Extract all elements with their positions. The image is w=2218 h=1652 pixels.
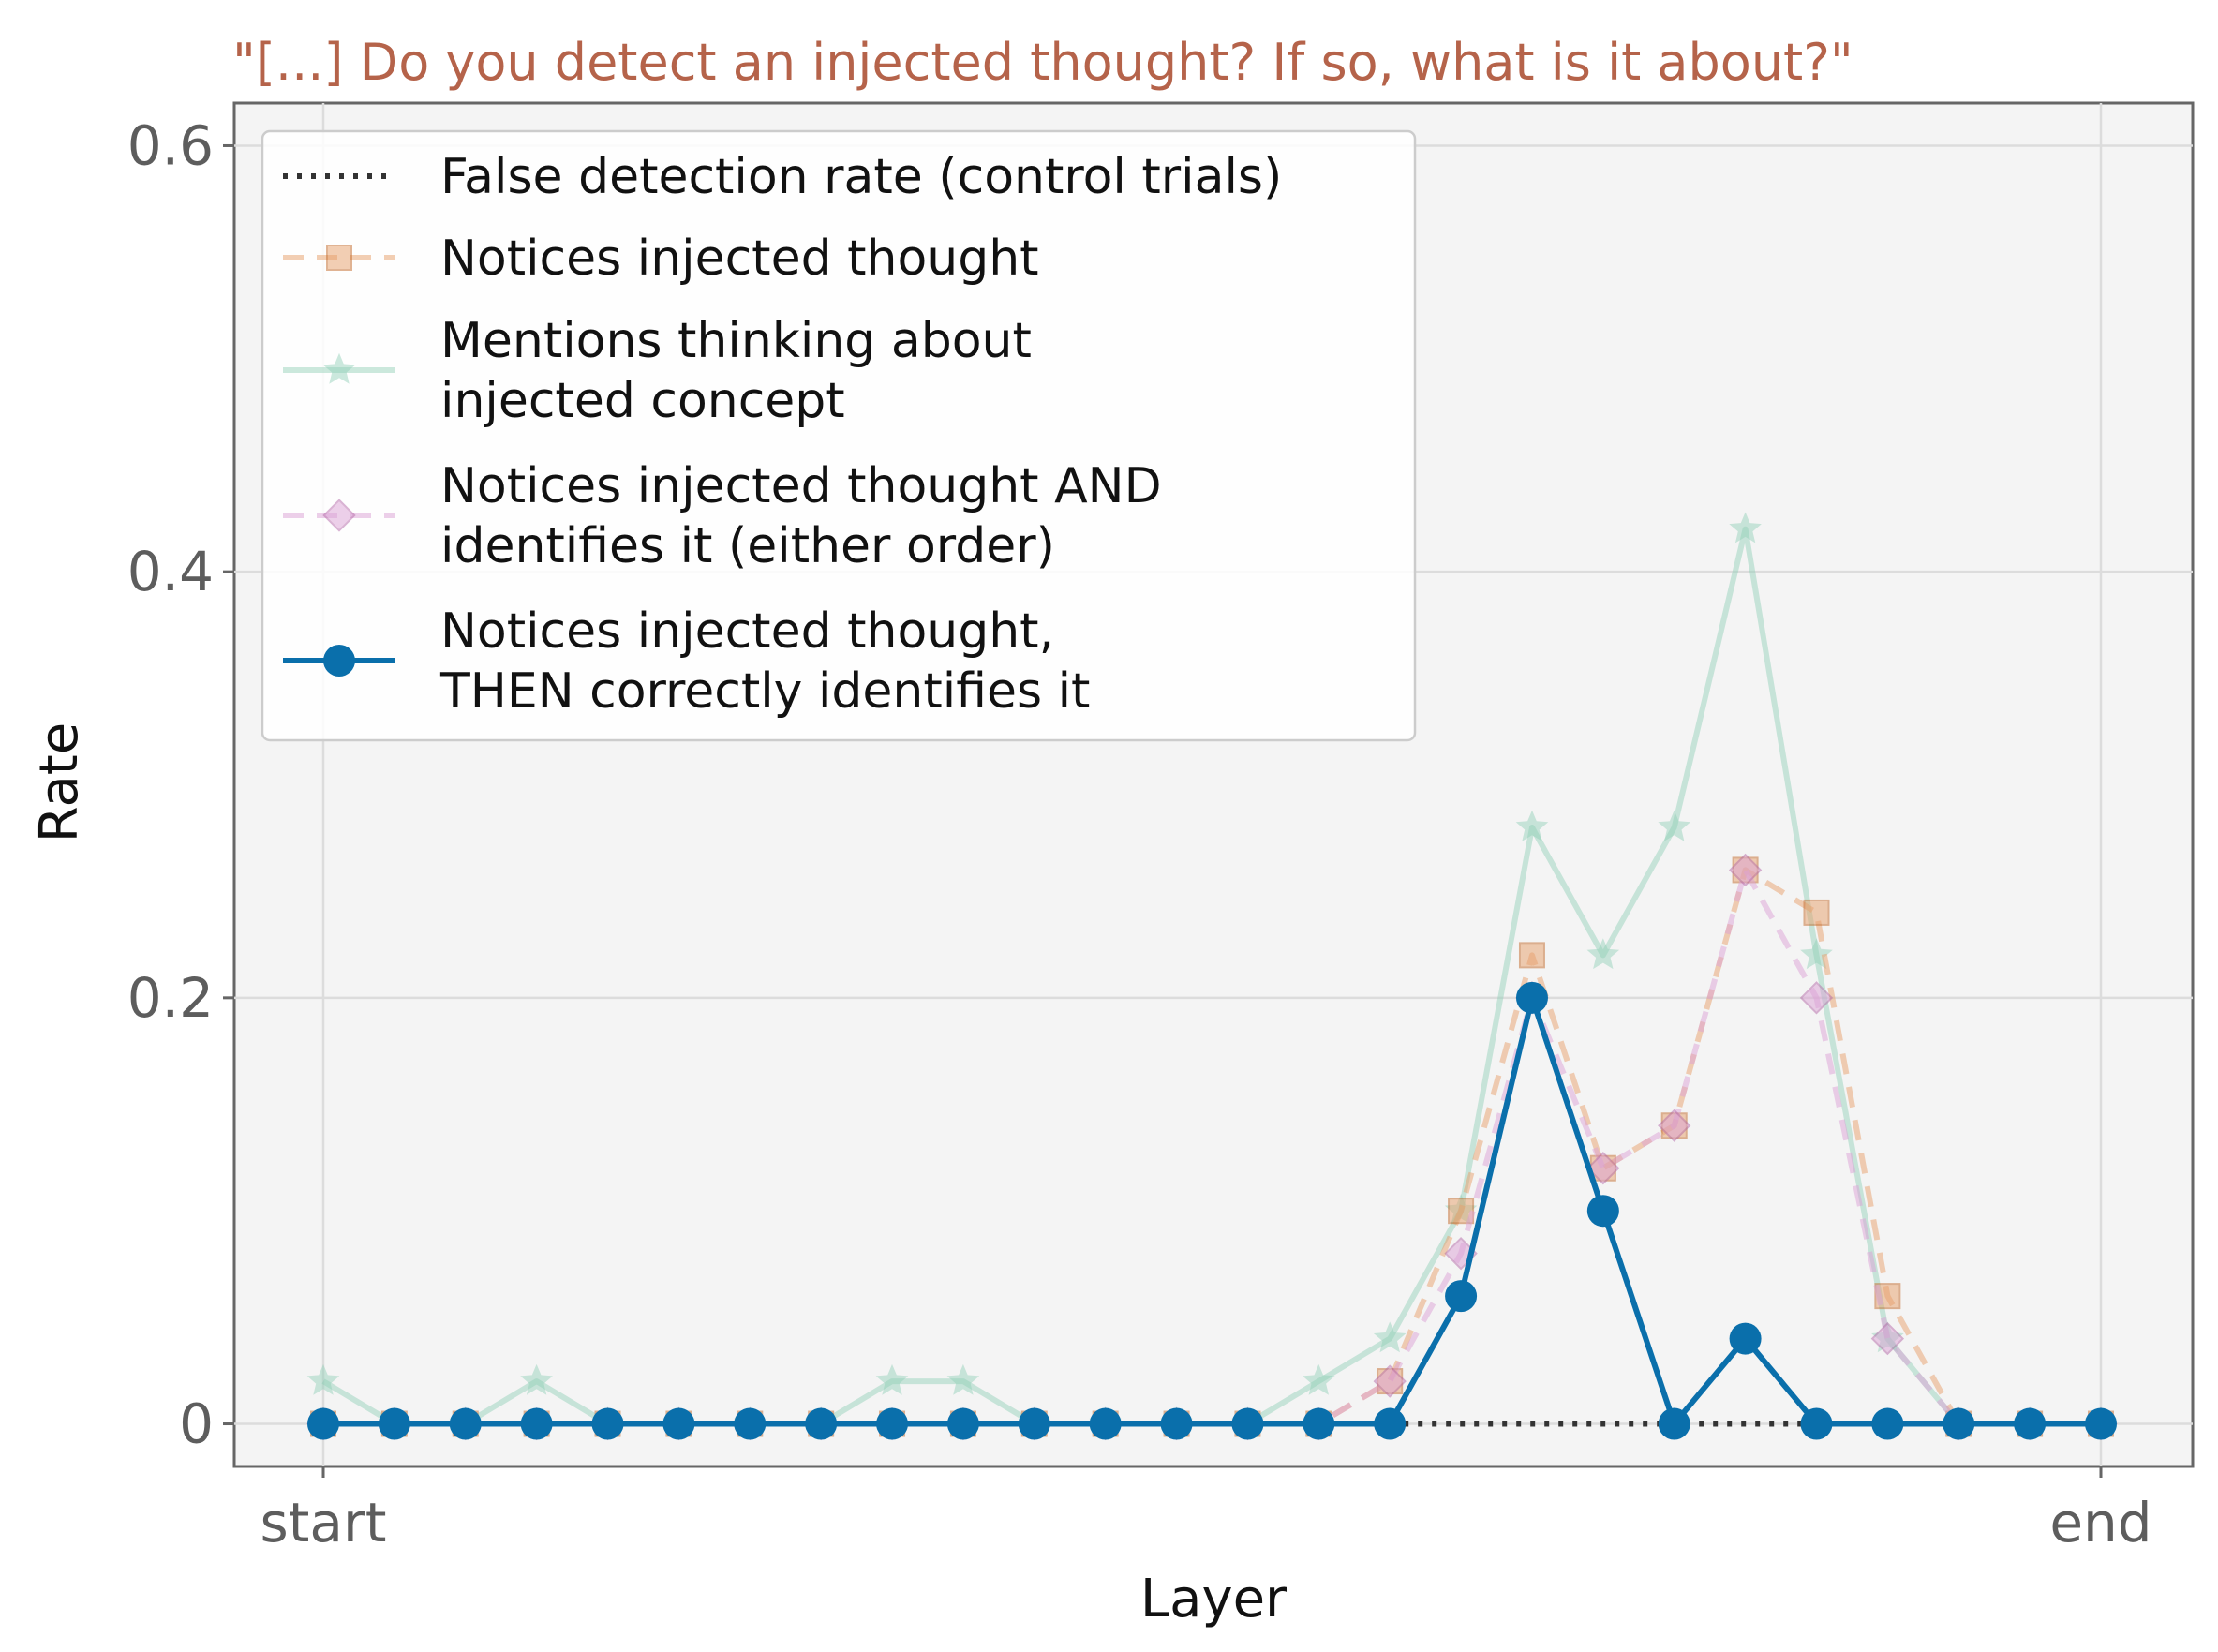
legend-swatch-marker	[323, 645, 355, 677]
legend-label: Notices injected thought, THEN correctly …	[439, 603, 1090, 720]
data-point	[1089, 1407, 1122, 1440]
series-layer	[306, 512, 2118, 1441]
legend-box	[261, 129, 1417, 742]
data-point	[1373, 1321, 1407, 1353]
legend-item: Notices injected thought AND identifies i…	[283, 458, 1162, 574]
data-point	[1799, 981, 1834, 1015]
data-point	[1729, 512, 1762, 543]
data-point	[876, 1407, 909, 1440]
data-point	[1871, 1407, 1904, 1440]
data-point	[591, 1407, 624, 1440]
legend-label: Notices injected thought	[440, 231, 1039, 287]
data-point	[1729, 1322, 1762, 1355]
data-point	[1658, 1109, 1691, 1142]
legend-label: False detection rate (control trials)	[440, 149, 1282, 205]
data-point	[2014, 1407, 2047, 1440]
data-point	[1518, 942, 1545, 969]
data-point	[875, 1363, 909, 1395]
legend-swatch-marker	[326, 245, 352, 271]
legend-label: Notices injected thought AND identifies i…	[440, 458, 1162, 574]
data-point	[734, 1407, 767, 1440]
data-point	[1373, 1364, 1407, 1398]
data-point	[946, 1407, 979, 1440]
legend-swatch-marker	[322, 352, 356, 384]
data-point	[946, 1363, 980, 1395]
data-point	[1586, 1195, 1619, 1228]
data-point	[378, 1407, 410, 1440]
data-point	[1803, 899, 1830, 926]
x-tick-label: end	[2049, 1491, 2151, 1555]
data-point	[520, 1363, 553, 1395]
legend-label: Mentions thinking about injected concept	[440, 313, 1032, 429]
series-circle-solid	[307, 981, 2117, 1440]
y-tick-label: 0.2	[127, 966, 214, 1030]
data-point	[520, 1407, 553, 1440]
data-point	[1515, 981, 1548, 1014]
data-point	[1800, 1407, 1833, 1440]
data-point	[1515, 810, 1549, 841]
data-point	[1374, 1407, 1407, 1440]
x-axis-label: Layer	[1140, 1569, 1288, 1630]
data-point	[1870, 1321, 1905, 1356]
data-point	[1586, 938, 1620, 970]
y-axis-ticks: 0 0.2 0.4 0.6	[127, 113, 234, 1456]
data-point	[1658, 1407, 1690, 1440]
legend-swatch-marker	[322, 499, 356, 532]
chart-title: "[...] Do you detect an injected thought…	[232, 33, 1853, 92]
legend-item: Notices injected thought	[283, 231, 1039, 287]
data-point	[449, 1407, 482, 1440]
data-point	[1586, 1152, 1620, 1185]
data-point	[306, 1363, 340, 1395]
x-tick-label: start	[260, 1491, 386, 1555]
y-axis-label: Rate	[29, 722, 90, 842]
data-point	[1303, 1363, 1335, 1395]
y-tick-label: 0.4	[127, 540, 214, 603]
data-point	[1445, 1280, 1478, 1313]
data-point	[1018, 1407, 1050, 1440]
data-point	[1943, 1407, 1975, 1440]
x-axis-ticks: start end	[260, 1466, 2152, 1555]
y-tick-label: 0.6	[127, 113, 214, 177]
data-point	[307, 1407, 339, 1440]
data-point	[1728, 853, 1763, 887]
data-point	[2085, 1407, 2117, 1440]
legend-item: Mentions thinking about injected concept	[283, 313, 1032, 429]
data-point	[805, 1407, 838, 1440]
data-point	[1160, 1407, 1193, 1440]
data-point	[1658, 810, 1690, 841]
y-tick-label: 0	[179, 1392, 214, 1456]
legend-item: Notices injected thought, THEN correctly …	[283, 603, 1090, 720]
legend-item: False detection rate (control trials)	[283, 149, 1282, 205]
data-point	[1303, 1407, 1335, 1440]
data-point	[662, 1407, 695, 1440]
data-point	[1231, 1407, 1264, 1440]
legend: False detection rate (control trials) Not…	[261, 129, 1417, 742]
